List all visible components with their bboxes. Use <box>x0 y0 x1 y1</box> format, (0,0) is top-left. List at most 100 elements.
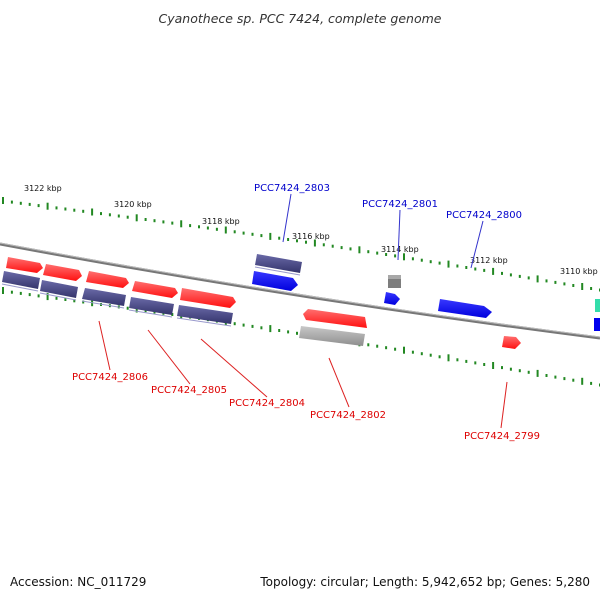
major-tick <box>180 220 183 228</box>
gene-feature[interactable] <box>43 264 82 281</box>
minor-tick <box>376 344 379 348</box>
major-tick <box>492 267 495 275</box>
accession-text: Accession: NC_011729 <box>10 575 146 589</box>
scale-label-3112: 3112 kbp <box>470 256 508 265</box>
minor-tick <box>501 366 503 370</box>
minor-tick <box>242 323 245 327</box>
minor-tick <box>28 293 31 297</box>
scale-label-3122: 3122 kbp <box>24 184 62 193</box>
gene-feature-pcc7424-2802[interactable] <box>299 326 365 346</box>
minor-tick <box>233 230 236 234</box>
minor-tick <box>518 274 521 278</box>
major-tick <box>46 293 49 301</box>
gene-label-pcc7424-2801[interactable]: PCC7424_2801 <box>362 199 438 210</box>
gene-label-pcc7424-2800[interactable]: PCC7424_2800 <box>446 210 522 221</box>
minor-tick <box>411 257 414 261</box>
minor-tick <box>100 212 102 216</box>
minor-tick <box>474 267 477 271</box>
major-tick <box>536 369 539 377</box>
major-tick <box>447 260 450 268</box>
minor-tick <box>126 306 129 310</box>
minor-tick <box>171 221 174 225</box>
minor-tick <box>385 346 388 350</box>
major-tick <box>2 287 4 294</box>
gene-feature[interactable] <box>252 271 298 291</box>
gene-feature[interactable] <box>176 305 233 327</box>
minor-tick <box>296 331 298 335</box>
minor-tick <box>572 284 575 287</box>
gene-feature-pcc7424-2800[interactable] <box>438 299 492 318</box>
minor-tick <box>465 359 468 363</box>
scale-label-3110: 3110 kbp <box>560 267 598 276</box>
major-tick <box>403 346 405 354</box>
gene-label-pcc7424-2799[interactable]: PCC7424_2799 <box>464 431 540 442</box>
minor-tick <box>162 220 165 224</box>
minor-tick <box>305 240 307 244</box>
major-tick <box>46 202 49 210</box>
minor-tick <box>296 239 298 243</box>
gene-feature-pcc7424-2799[interactable] <box>502 336 521 349</box>
minor-tick <box>251 324 254 328</box>
gene-feature[interactable] <box>384 292 400 305</box>
minor-tick <box>420 258 423 262</box>
gene-feature[interactable] <box>303 309 367 328</box>
minor-tick <box>55 206 58 210</box>
major-tick <box>581 283 584 290</box>
minor-tick <box>278 236 281 240</box>
minor-tick <box>483 363 486 366</box>
gene-feature[interactable] <box>128 297 174 318</box>
minor-tick <box>385 253 388 256</box>
minor-tick <box>456 264 459 268</box>
gene-feature[interactable] <box>39 280 78 301</box>
major-tick <box>269 325 272 333</box>
minor-tick <box>64 207 67 211</box>
minor-tick <box>501 271 503 275</box>
gene-label-pcc7424-2802[interactable]: PCC7424_2802 <box>310 410 386 421</box>
gene-feature[interactable] <box>180 288 236 308</box>
major-tick <box>91 208 94 216</box>
gene-label-pcc7424-2805[interactable]: PCC7424_2805 <box>151 385 227 396</box>
gene-feature-pcc7424-2803[interactable] <box>254 254 302 276</box>
minor-tick <box>10 290 13 294</box>
leader-line <box>470 220 484 269</box>
minor-tick <box>518 369 521 373</box>
minor-tick <box>287 238 290 241</box>
minor-tick <box>590 381 593 385</box>
minor-tick <box>340 246 343 250</box>
minor-tick <box>108 213 111 217</box>
major-tick <box>492 362 495 369</box>
genome-backbone <box>0 242 600 340</box>
minor-tick <box>260 326 263 330</box>
minor-tick <box>233 322 236 326</box>
minor-tick <box>144 218 147 221</box>
minor-tick <box>189 224 192 228</box>
minor-tick <box>429 260 432 264</box>
minor-tick <box>198 225 200 229</box>
genome-info-text: Topology: circular; Length: 5,942,652 bp… <box>259 575 590 589</box>
scale-label-3120: 3120 kbp <box>114 200 152 209</box>
gene-feature[interactable] <box>595 299 600 312</box>
major-tick <box>447 354 450 362</box>
gene-label-pcc7424-2803[interactable]: PCC7424_2803 <box>254 183 330 194</box>
minor-tick <box>394 347 397 351</box>
minor-tick <box>126 215 129 219</box>
gene-feature-pcc7424-2801[interactable] <box>388 275 401 288</box>
gene-feature[interactable] <box>6 257 43 273</box>
minor-tick <box>19 291 22 295</box>
minor-tick <box>509 273 512 277</box>
gene-feature[interactable] <box>1 271 40 292</box>
leader-line <box>328 357 350 408</box>
gene-feature[interactable] <box>594 318 600 331</box>
minor-tick <box>206 226 209 230</box>
minor-tick <box>55 296 58 300</box>
gene-label-pcc7424-2806[interactable]: PCC7424_2806 <box>72 372 148 383</box>
major-tick <box>581 377 584 385</box>
gene-label-pcc7424-2804[interactable]: PCC7424_2804 <box>229 398 305 409</box>
gene-feature[interactable] <box>81 288 126 309</box>
gene-feature[interactable] <box>86 271 129 288</box>
major-tick <box>135 214 138 222</box>
minor-tick <box>82 300 85 304</box>
genome-title: Cyanothece sp. PCC 7424, complete genome <box>159 11 442 26</box>
gene-feature[interactable] <box>132 281 178 298</box>
